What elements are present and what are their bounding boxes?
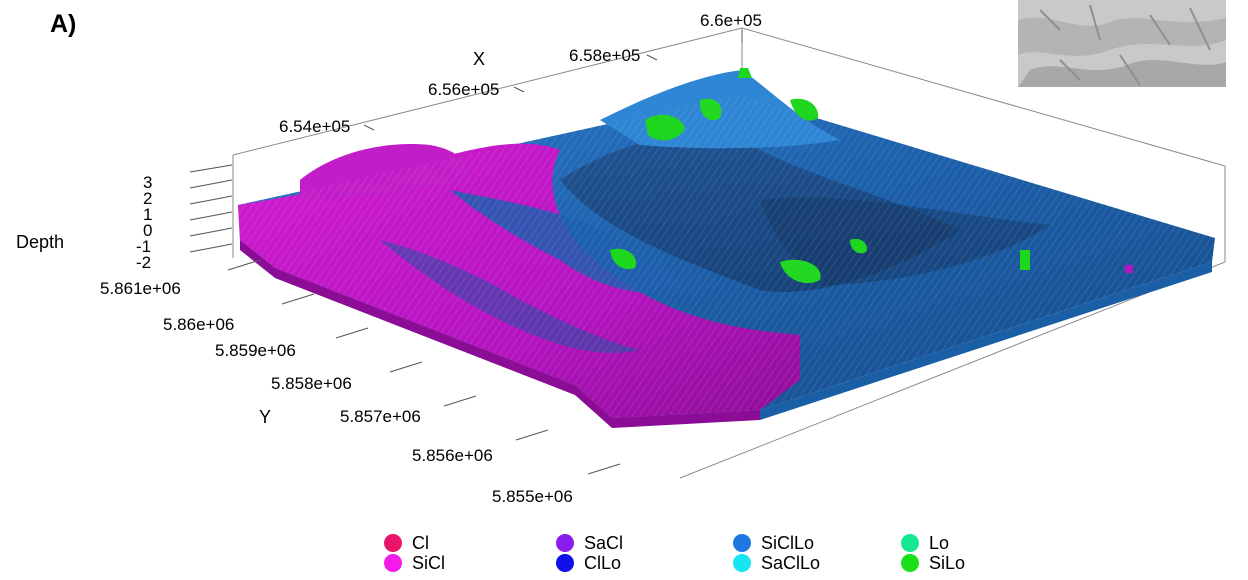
- y-tick-label: 5.855e+06: [492, 487, 573, 506]
- y-tick-label: 5.857e+06: [340, 407, 421, 426]
- z-tick-label: 2: [143, 189, 152, 208]
- z-tick-label: -1: [136, 237, 151, 256]
- y-axis-title: Y: [259, 407, 271, 427]
- y-axis: Y 5.861e+06 5.86e+06 5.859e+06 5.858e+06…: [100, 259, 621, 506]
- legend-item: Lo: [901, 533, 949, 553]
- legend-label: SiLo: [929, 553, 965, 573]
- legend-item: SiLo: [901, 553, 965, 573]
- legend-label: ClLo: [584, 553, 621, 573]
- legend-item: SiClLo: [733, 533, 814, 553]
- hillshade-inset-image: [1018, 0, 1226, 87]
- legend-item: SaCl: [556, 533, 623, 553]
- legend-swatch: [733, 554, 751, 572]
- z-axis: Depth 3 2 1 0 -1 -2: [16, 164, 233, 272]
- legend-item: Cl: [384, 533, 429, 553]
- legend-label: SaCl: [584, 533, 623, 553]
- legend-label: SaClLo: [761, 553, 820, 573]
- z-tick-label: -2: [136, 253, 151, 272]
- legend-item: ClLo: [556, 553, 621, 573]
- x-tick-label: 6.6e+05: [700, 11, 762, 30]
- y-tick-label: 5.86e+06: [163, 315, 234, 334]
- y-tick-label: 5.861e+06: [100, 279, 181, 298]
- terrain-surface: [238, 68, 1215, 428]
- y-tick-label: 5.858e+06: [271, 374, 352, 393]
- z-tick-label: 0: [143, 221, 152, 240]
- x-tick-label: 6.58e+05: [569, 46, 640, 65]
- legend-item: SaClLo: [733, 553, 820, 573]
- legend-swatch: [556, 554, 574, 572]
- panel-label: A): [50, 10, 76, 38]
- x-axis-title: X: [473, 49, 485, 69]
- z-axis-title: Depth: [16, 232, 64, 252]
- x-tick-label: 6.54e+05: [279, 117, 350, 136]
- z-tick-label: 3: [143, 173, 152, 192]
- legend-swatch: [556, 534, 574, 552]
- legend-label: SiCl: [412, 553, 445, 573]
- legend-label: Lo: [929, 533, 949, 553]
- legend-label: SiClLo: [761, 533, 814, 553]
- legend-swatch: [901, 534, 919, 552]
- x-axis: X 6.54e+05 6.56e+05 6.58e+05 6.6e+05: [279, 11, 762, 136]
- legend-swatch: [733, 534, 751, 552]
- legend-swatch: [384, 534, 402, 552]
- legend-label: Cl: [412, 533, 429, 553]
- legend-item: SiCl: [384, 553, 445, 573]
- y-tick-label: 5.856e+06: [412, 446, 493, 465]
- y-tick-label: 5.859e+06: [215, 341, 296, 360]
- z-tick-label: 1: [143, 205, 152, 224]
- legend-swatch: [384, 554, 402, 572]
- x-tick-label: 6.56e+05: [428, 80, 499, 99]
- legend-swatch: [901, 554, 919, 572]
